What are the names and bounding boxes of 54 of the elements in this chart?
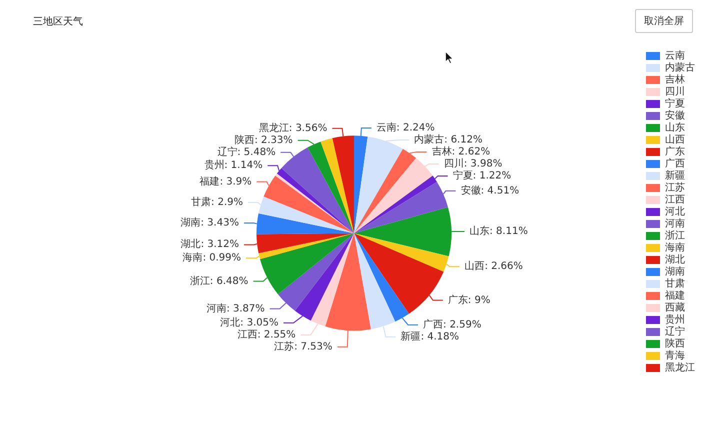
data-label: 吉林: 2.62% xyxy=(432,145,490,158)
legend-label: 四川 xyxy=(665,86,685,98)
legend-label: 黑龙江 xyxy=(665,362,695,374)
data-label: 内蒙古: 6.12% xyxy=(414,133,482,146)
legend-label: 广东 xyxy=(665,146,685,158)
legend-label: 西藏 xyxy=(665,302,685,314)
data-label: 河北: 3.05% xyxy=(220,316,279,328)
data-label: 广东: 9% xyxy=(448,294,490,306)
legend-label: 浙江 xyxy=(665,230,685,242)
legend-label: 福建 xyxy=(665,290,685,302)
legend-label: 河南 xyxy=(665,218,685,230)
data-label: 山东: 8.11% xyxy=(470,225,528,238)
legend-label: 江西 xyxy=(665,194,685,206)
data-label: 宁夏: 1.22% xyxy=(452,169,512,182)
legend-label: 辽宁 xyxy=(665,326,685,338)
text: 三地区天气 xyxy=(33,16,83,28)
legend-label: 山西 xyxy=(665,134,685,146)
legend-label: 宁夏 xyxy=(665,98,685,110)
data-label: 黑龙江: 3.56% xyxy=(258,122,328,134)
legend-label: 湖南 xyxy=(665,266,685,278)
legend-label: 海南 xyxy=(665,242,685,254)
legend-label: 河北 xyxy=(665,206,685,218)
legend-label: 青海 xyxy=(665,350,685,362)
data-label: 湖南: 3.43% xyxy=(180,216,239,229)
data-label: 山西: 2.66% xyxy=(464,260,523,272)
legend-label: 贵州 xyxy=(665,314,685,326)
data-label: 江西: 2.55% xyxy=(237,328,296,340)
data-label: 福建: 3.9% xyxy=(200,175,252,188)
legend-label: 云南 xyxy=(665,50,685,62)
legend-label: 吉林 xyxy=(665,74,685,86)
legend-label: 新疆 xyxy=(665,170,685,182)
legend-label: 广西 xyxy=(665,158,685,170)
legend-label: 陕西 xyxy=(665,338,685,350)
legend-label: 内蒙古 xyxy=(665,62,695,74)
data-label: 安徽: 4.51% xyxy=(460,184,520,196)
data-label: 陕西: 2.33% xyxy=(234,134,293,146)
data-label: 广西: 2.59% xyxy=(423,318,482,330)
data-label: 贵州: 1.14% xyxy=(204,159,263,172)
data-label: 新疆: 4.18% xyxy=(400,330,460,342)
legend-label: 山东 xyxy=(665,122,685,134)
data-label: 湖北: 3.12% xyxy=(180,238,240,250)
data-label: 浙江: 6.48% xyxy=(190,274,248,287)
data-label: 海南: 0.99% xyxy=(182,252,242,264)
data-label: 辽宁: 5.48% xyxy=(217,146,276,158)
legend-label: 甘肃 xyxy=(665,278,685,290)
data-label: 云南: 2.24% xyxy=(376,121,435,134)
legend-label: 安徽 xyxy=(665,110,685,122)
legend-label: 江苏 xyxy=(665,182,685,194)
legend-label: 湖北 xyxy=(665,254,685,266)
data-label: 河南: 3.87% xyxy=(206,302,265,314)
exit-fullscreen-button: 取消全屏 xyxy=(635,9,693,33)
data-label: 四川: 3.98% xyxy=(444,157,502,170)
data-label: 江苏: 7.53% xyxy=(274,340,332,352)
data-label: 甘肃: 2.9% xyxy=(191,196,243,208)
